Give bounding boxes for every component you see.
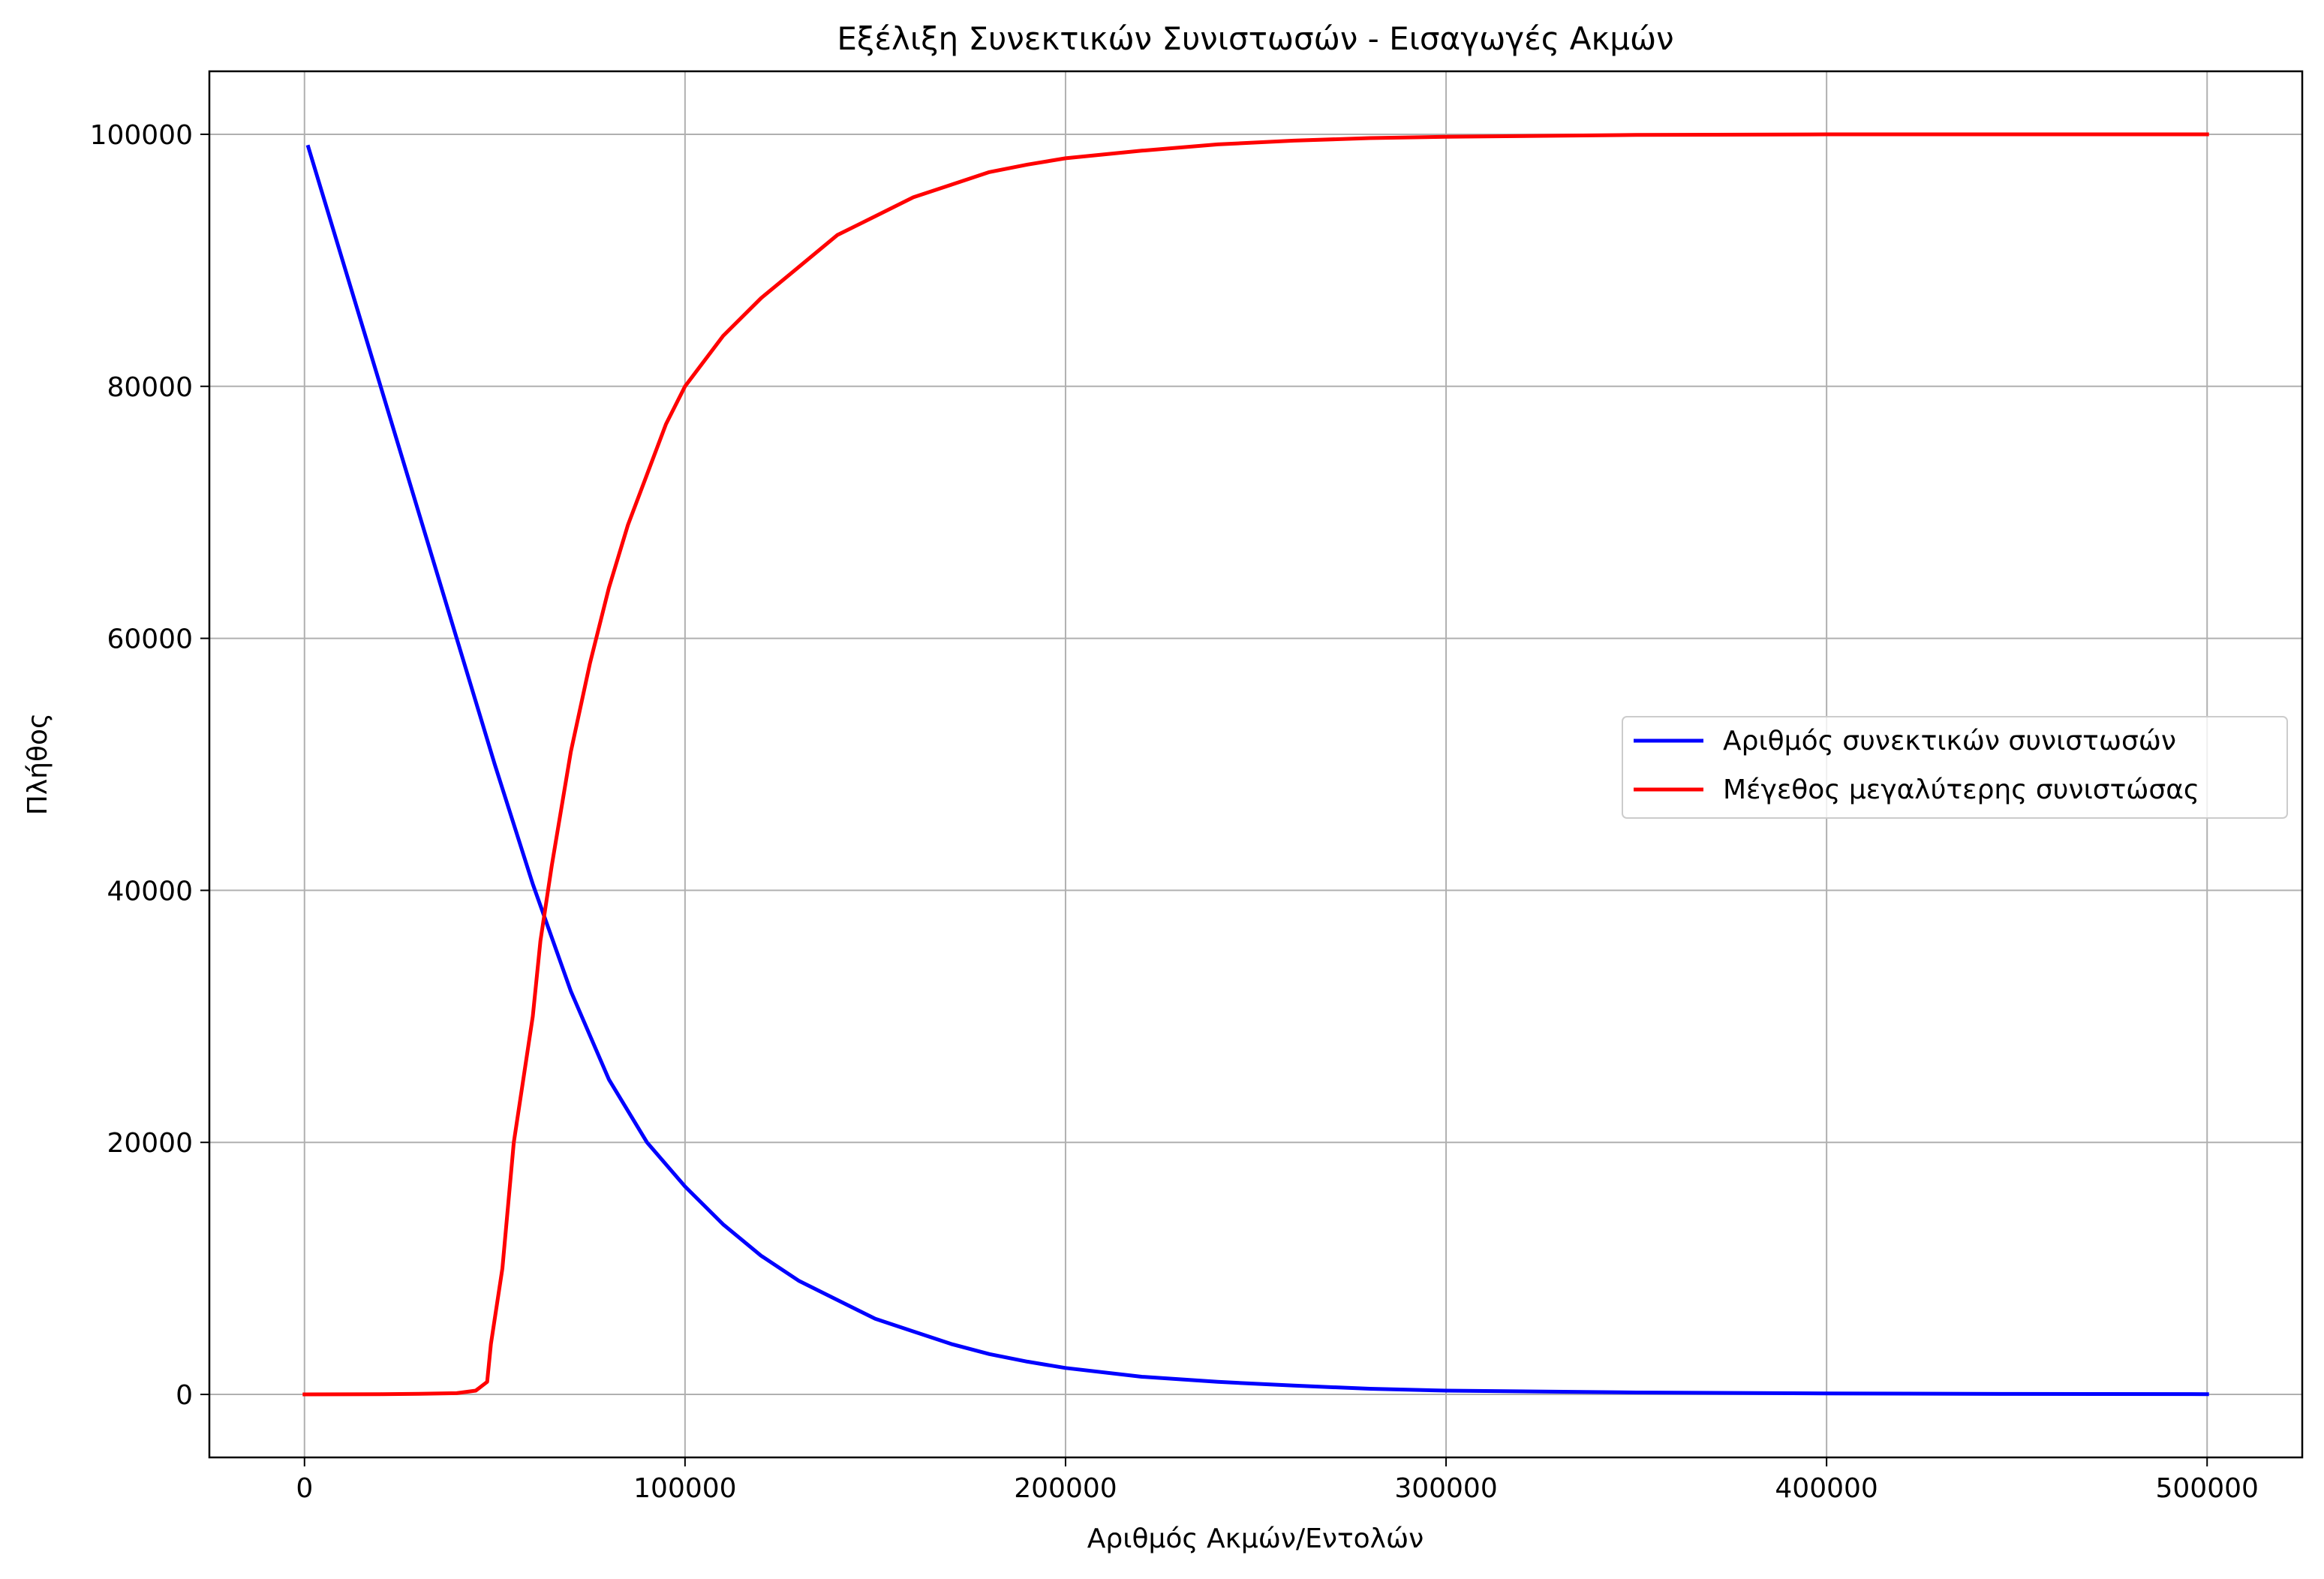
y-tick-label: 40000: [107, 876, 193, 907]
y-axis-ticks: 0 20000 40000 60000 80000 100000: [90, 120, 209, 1411]
x-tick-label: 400000: [1775, 1473, 1878, 1504]
series-line-components: [305, 144, 2209, 1397]
plot-frame: [208, 70, 2304, 1459]
x-tick-label: 100000: [633, 1473, 736, 1504]
legend-label-largest: Μέγεθος μεγαλύτερης συνιστώσας: [1723, 774, 2199, 805]
x-tick-label: 0: [296, 1473, 313, 1504]
x-axis-label: Αριθμός Ακμών/Εντολών: [1087, 1523, 1424, 1554]
y-tick-label: 80000: [107, 372, 193, 403]
y-tick-label: 20000: [107, 1128, 193, 1159]
series-layer: [302, 132, 2209, 1397]
x-tick-label: 500000: [2156, 1473, 2259, 1504]
legend-label-components: Αριθμός συνεκτικών συνιστωσών: [1723, 726, 2176, 756]
grid: [209, 71, 2302, 1457]
x-tick-label: 200000: [1014, 1473, 1117, 1504]
legend-box: [1622, 716, 2288, 819]
x-tick-label: 300000: [1394, 1473, 1497, 1504]
chart-title: Εξέλιξη Συνεκτικών Συνιστωσών - Εισαγωγέ…: [837, 20, 1673, 57]
legend: Αριθμός συνεκτικών συνιστωσών Μέγεθος με…: [1622, 716, 2288, 819]
x-axis-ticks: 0 100000 200000 300000 400000 500000: [296, 1457, 2259, 1504]
series-line-largest: [302, 132, 2209, 1397]
y-tick-label: 100000: [90, 120, 193, 151]
y-tick-label: 60000: [107, 624, 193, 655]
y-axis-label: Πλήθος: [23, 713, 53, 815]
y-tick-label: 0: [176, 1380, 193, 1411]
